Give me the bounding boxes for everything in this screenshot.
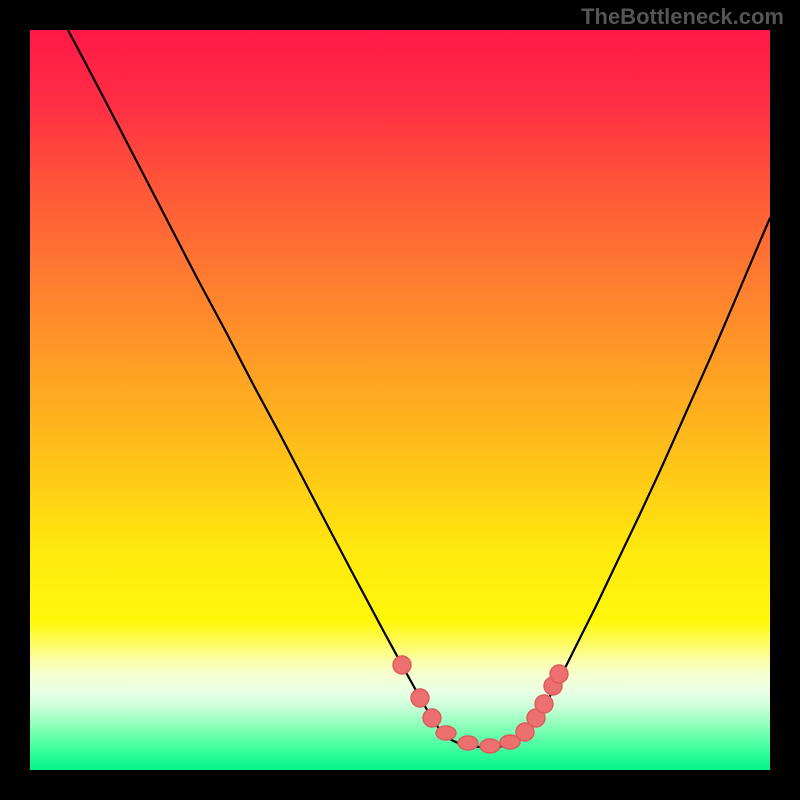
- chart-svg: [0, 0, 800, 800]
- chart-stage: TheBottleneck.com: [0, 0, 800, 800]
- curve-marker: [423, 709, 441, 727]
- curve-marker: [393, 656, 411, 674]
- curve-marker: [535, 695, 553, 713]
- curve-marker: [458, 736, 478, 750]
- curve-marker: [411, 689, 429, 707]
- curve-marker: [436, 726, 456, 740]
- curve-marker: [480, 739, 500, 753]
- curve-marker: [550, 665, 568, 683]
